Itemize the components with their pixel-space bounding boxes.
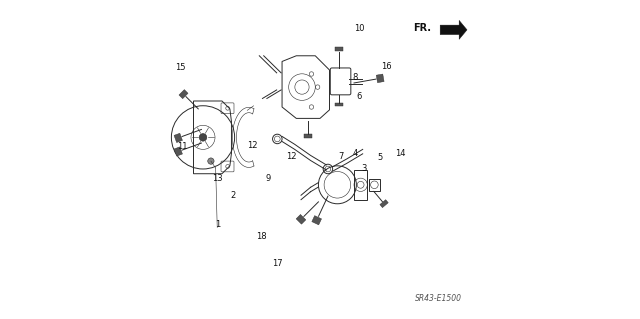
Text: 16: 16 bbox=[381, 62, 392, 71]
Polygon shape bbox=[174, 133, 182, 143]
Text: 4: 4 bbox=[352, 149, 357, 158]
Text: 1: 1 bbox=[214, 220, 220, 229]
Text: 10: 10 bbox=[355, 24, 365, 33]
Text: 15: 15 bbox=[175, 63, 186, 72]
Polygon shape bbox=[335, 103, 342, 106]
Text: 13: 13 bbox=[212, 174, 223, 183]
Bar bbox=[369, 179, 380, 191]
Text: 2: 2 bbox=[230, 191, 236, 200]
Polygon shape bbox=[312, 216, 321, 225]
Polygon shape bbox=[440, 20, 467, 39]
Text: SR43-E1500: SR43-E1500 bbox=[415, 294, 462, 303]
Text: 5: 5 bbox=[378, 153, 383, 162]
Polygon shape bbox=[376, 74, 384, 83]
Text: 12: 12 bbox=[286, 152, 297, 161]
Polygon shape bbox=[296, 214, 306, 224]
Polygon shape bbox=[174, 147, 182, 156]
Text: 9: 9 bbox=[265, 174, 271, 183]
Circle shape bbox=[199, 134, 207, 141]
Bar bbox=[355, 170, 367, 200]
Text: 18: 18 bbox=[256, 233, 267, 241]
Text: 11: 11 bbox=[177, 142, 188, 151]
Polygon shape bbox=[335, 47, 342, 51]
Text: FR.: FR. bbox=[413, 23, 431, 33]
Text: 3: 3 bbox=[362, 165, 367, 174]
Text: 7: 7 bbox=[338, 152, 343, 161]
Text: 8: 8 bbox=[352, 73, 358, 82]
Circle shape bbox=[208, 158, 214, 164]
Text: 14: 14 bbox=[396, 149, 406, 158]
Text: 17: 17 bbox=[272, 259, 283, 268]
Text: 6: 6 bbox=[357, 92, 362, 101]
Polygon shape bbox=[179, 90, 188, 99]
Polygon shape bbox=[305, 134, 312, 138]
Polygon shape bbox=[380, 200, 388, 208]
Text: 12: 12 bbox=[247, 141, 257, 150]
